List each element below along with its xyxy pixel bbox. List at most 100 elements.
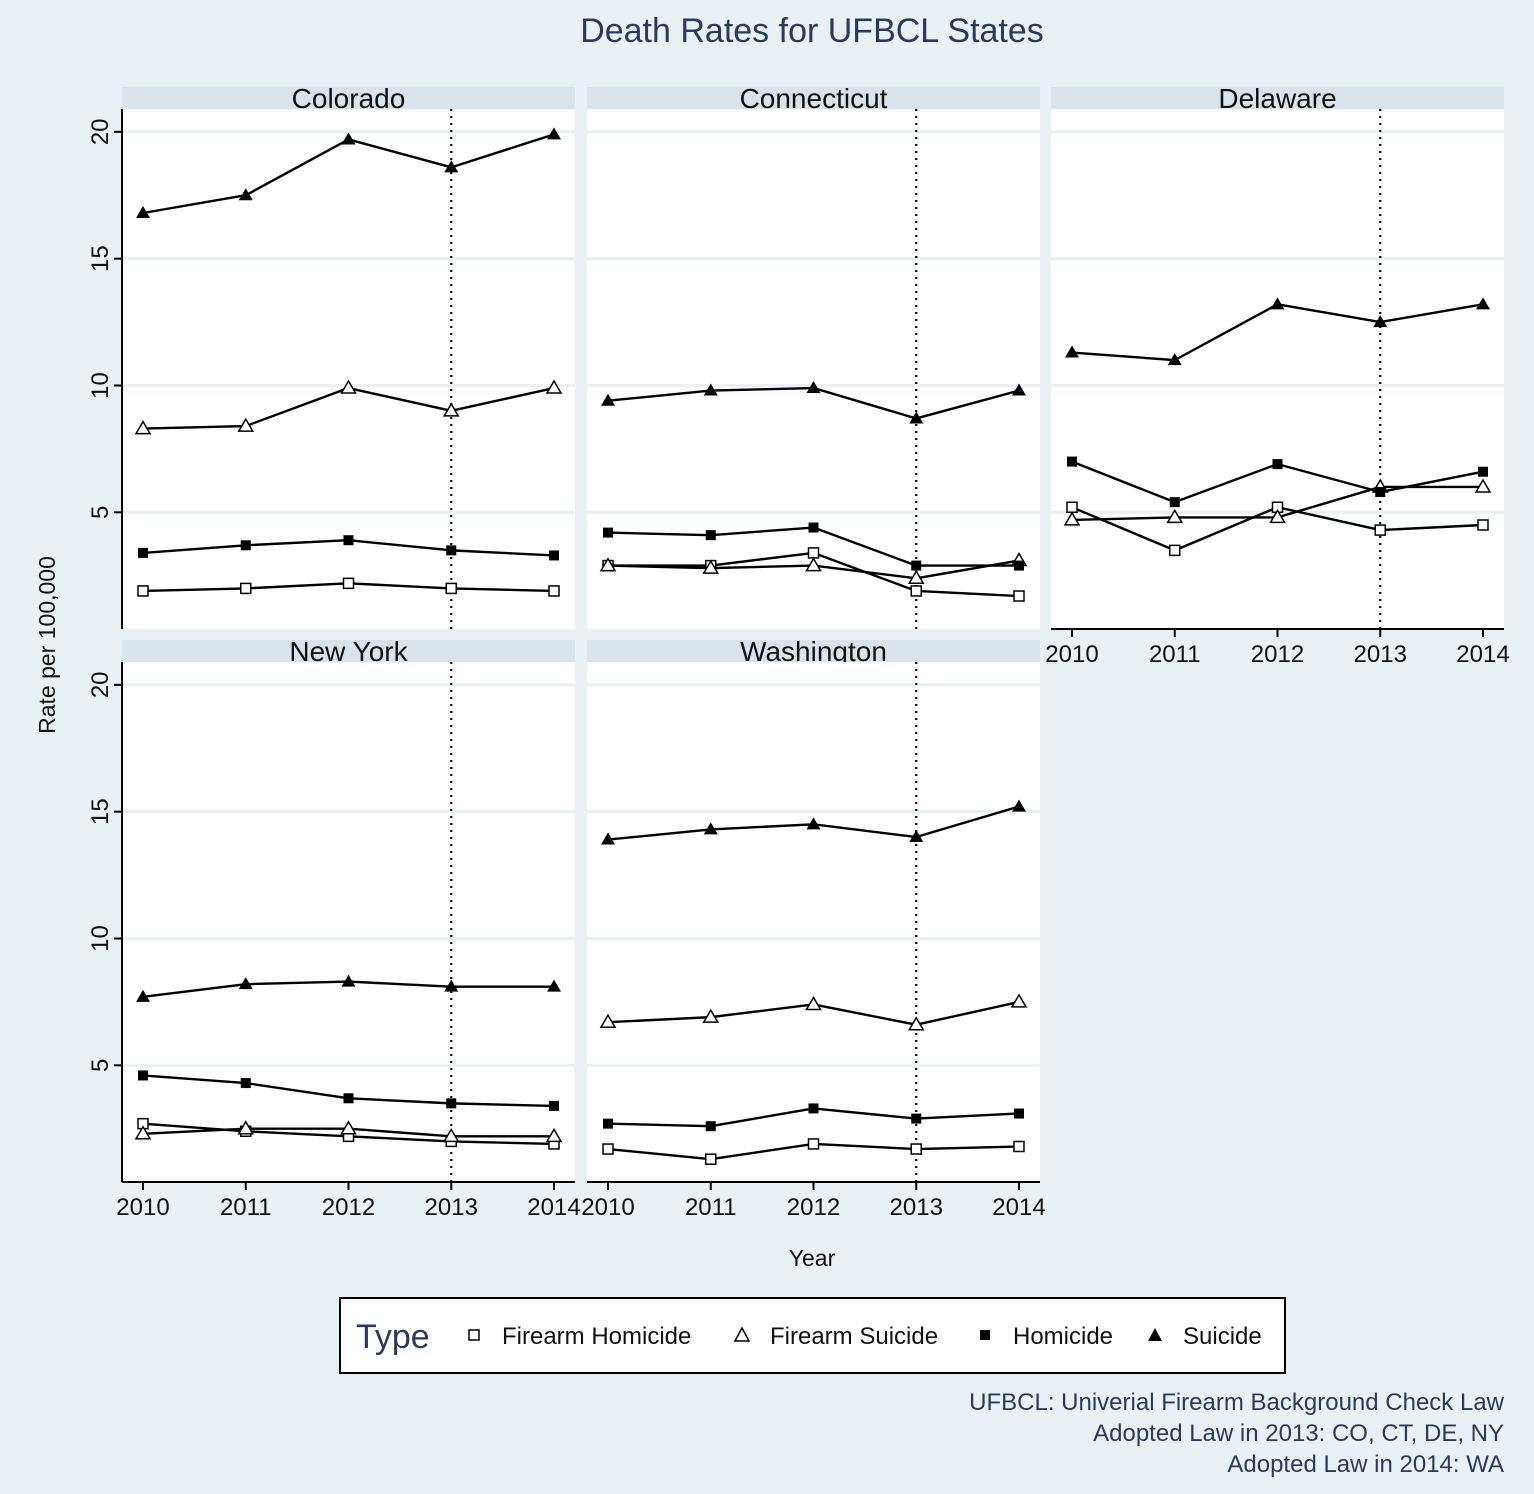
panel-washington: Washington 2010 2011 2012 2013 2014	[581, 636, 1045, 1221]
x-tick-label: 2011	[1149, 641, 1201, 668]
data-point	[907, 1016, 925, 1031]
data-point	[807, 547, 820, 559]
y-tick-label: 10	[87, 372, 114, 399]
legend-title: Type	[356, 1318, 430, 1356]
data-point	[442, 402, 460, 417]
data-point	[444, 979, 459, 992]
panel-strip-label: Delaware	[1218, 83, 1336, 114]
data-point	[1013, 590, 1025, 602]
x-tick-label: 2012	[322, 1194, 375, 1221]
legend-label: Firearm Suicide	[770, 1323, 938, 1350]
y-tick-label: 5	[87, 506, 114, 519]
data-point	[603, 1118, 613, 1129]
x-tick-label: 2014	[527, 1194, 580, 1221]
data-point	[549, 1100, 559, 1111]
data-point	[547, 979, 561, 992]
data-point	[134, 420, 152, 435]
data-point	[703, 383, 718, 396]
data-point	[806, 817, 821, 830]
series-firearm-suicide	[134, 1120, 563, 1143]
legend-item-firearm-homicide: Firearm Homicide	[468, 1323, 691, 1350]
data-point	[705, 1121, 716, 1132]
data-point	[342, 577, 355, 590]
data-point	[1167, 353, 1182, 366]
data-point	[1476, 297, 1490, 310]
x-tick-label: 2010	[116, 1194, 169, 1221]
data-point	[1269, 508, 1286, 524]
data-point	[545, 1127, 563, 1143]
data-point	[911, 1113, 922, 1124]
data-point	[136, 989, 150, 1002]
series-suicide	[136, 974, 561, 1002]
note-line: UFBCL: Univerial Firearm Background Chec…	[969, 1389, 1505, 1416]
data-point	[1474, 478, 1492, 493]
data-point	[238, 977, 253, 990]
data-point	[807, 1138, 820, 1150]
hollow-square-marker-icon	[468, 1329, 480, 1341]
panel-colorado: Colorado 5 10 15 20	[87, 83, 575, 629]
data-point	[1166, 508, 1184, 524]
data-point	[806, 381, 821, 394]
data-point	[444, 160, 459, 173]
panel-strip-label: Washington	[740, 636, 887, 667]
data-point	[240, 1078, 251, 1089]
y-tick-label: 15	[87, 798, 114, 825]
data-point	[602, 1143, 614, 1155]
series-homicide	[603, 1103, 1024, 1132]
notes: UFBCL: Univerial Firearm Background Chec…	[969, 1389, 1505, 1478]
note-line: Adopted Law in 2013: CO, CT, DE, NY	[1093, 1420, 1504, 1447]
data-point	[603, 527, 613, 538]
panel-strip-label: Connecticut	[740, 83, 888, 114]
data-point	[138, 1070, 148, 1081]
data-point	[446, 1098, 457, 1109]
data-point	[1272, 459, 1283, 470]
data-point	[445, 582, 457, 595]
series-firearm-suicide	[599, 552, 1028, 585]
y-tick-label: 15	[87, 245, 114, 272]
data-point	[341, 974, 356, 987]
panel-strip-label: Colorado	[292, 83, 406, 114]
y-tick-label: 10	[87, 925, 114, 952]
plot-area	[587, 662, 1040, 1182]
panel-new-york: New York 5 10 15 20 2010 2011 2012 2013 2014	[87, 636, 581, 1221]
data-point	[341, 132, 356, 145]
y-tick-label: 20	[87, 118, 114, 145]
legend-label: Firearm Homicide	[502, 1323, 691, 1350]
panel-strip	[122, 87, 575, 109]
x-tick-label: 2013	[890, 1194, 943, 1221]
data-point	[137, 585, 149, 597]
data-point	[1169, 497, 1180, 508]
data-point	[238, 188, 253, 201]
data-point	[240, 540, 251, 551]
data-point	[909, 830, 924, 843]
data-point	[343, 535, 354, 546]
legend-label: Suicide	[1183, 1323, 1262, 1350]
data-point	[907, 569, 925, 585]
data-point	[446, 545, 457, 556]
series-homicide	[138, 535, 559, 561]
series-firearm-homicide	[137, 577, 560, 597]
series-suicide	[136, 127, 561, 218]
data-point	[599, 557, 617, 572]
data-point	[340, 379, 357, 394]
data-point	[1065, 345, 1079, 358]
data-point	[547, 127, 561, 140]
series-homicide	[1067, 456, 1488, 508]
legend-box	[339, 1297, 1286, 1374]
data-point	[1013, 1140, 1025, 1153]
data-point	[910, 585, 922, 597]
data-point	[136, 206, 150, 218]
hollow-triangle-marker-icon	[733, 1326, 751, 1342]
x-tick-label: 2014	[992, 1194, 1045, 1221]
panel-delaware: Delaware 2010 2011 2012 2013 2014	[1045, 83, 1509, 668]
legend-item-homicide: Homicide	[980, 1323, 1113, 1350]
data-point	[705, 1153, 717, 1165]
data-point	[138, 547, 148, 558]
series-firearm-suicide	[599, 993, 1028, 1031]
series-suicide	[601, 381, 1026, 424]
x-tick-label: 2010	[1045, 641, 1098, 668]
data-point	[599, 1013, 617, 1028]
x-tick-label: 2013	[425, 1194, 478, 1221]
data-point	[1373, 315, 1388, 328]
